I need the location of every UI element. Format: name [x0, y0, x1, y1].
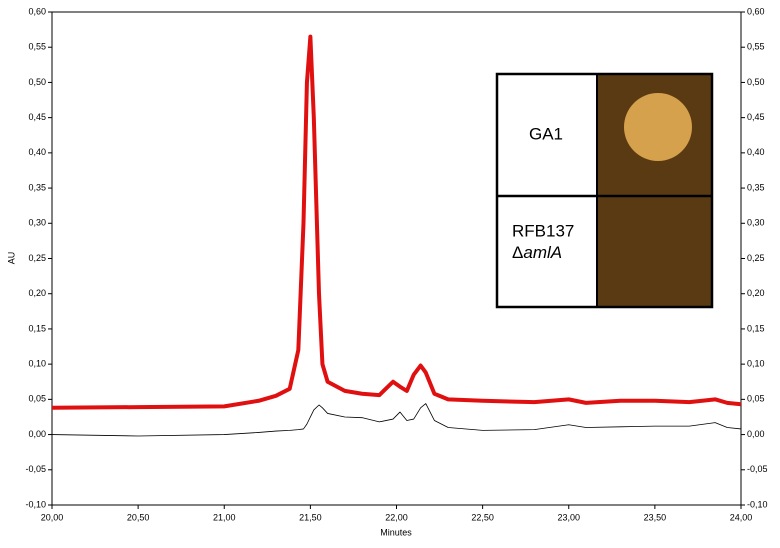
y2-tick-label: 0,55	[747, 42, 765, 52]
y-tick-label: 0,25	[28, 253, 46, 263]
y-tick-label: 0,15	[28, 323, 46, 333]
y-tick-label: 0,35	[28, 182, 46, 192]
series-line	[51, 403, 742, 437]
y2-tick-label: 0,15	[747, 323, 765, 333]
y2-tick-label: 0,40	[747, 147, 765, 157]
y2-tick-label: -0,05	[747, 464, 768, 474]
y-tick-label: -0,10	[25, 499, 46, 509]
x-tick-label: 21,50	[299, 512, 322, 522]
y2-tick-label: 0,50	[747, 77, 765, 87]
y2-tick-label: 0,35	[747, 182, 765, 192]
y-tick-label: 0,55	[28, 42, 46, 52]
y2-tick-label: 0,10	[747, 359, 765, 369]
y2-tick-label: 0,25	[747, 253, 765, 263]
x-tick-label: 21,00	[213, 512, 236, 522]
y2-tick-label: 0,00	[747, 429, 765, 439]
x-tick-label: 23,00	[557, 512, 580, 522]
y-tick-label: 0,60	[28, 6, 46, 16]
y-tick-label: 0,30	[28, 218, 46, 228]
y-tick-label: 0,45	[28, 112, 46, 122]
inset-label: amlA	[523, 243, 562, 262]
x-tick-label: 22,50	[471, 512, 494, 522]
y-axis-label: AU	[6, 252, 16, 265]
inset: GA1 RFB137 ΔamlA	[495, 72, 714, 309]
x-tick-label: 24,00	[730, 512, 753, 522]
x-tick-label: 20,00	[41, 512, 64, 522]
y2-tick-label: 0,45	[747, 112, 765, 122]
y-tick-label: 0,10	[28, 359, 46, 369]
inset-frame	[495, 72, 714, 309]
x-tick-label: 23,50	[644, 512, 667, 522]
y2-tick-label: 0,20	[747, 288, 765, 298]
y-tick-label: 0,50	[28, 77, 46, 87]
y2-tick-label: 0,60	[747, 6, 765, 16]
y-tick-label: -0,05	[25, 464, 46, 474]
y-tick-label: 0,05	[28, 394, 46, 404]
y2-tick-label: 0,30	[747, 218, 765, 228]
y-tick-label: 0,20	[28, 288, 46, 298]
series-line	[51, 34, 742, 410]
x-tick-label: 20,50	[127, 512, 150, 522]
inset-label: Δ	[512, 243, 523, 262]
x-tick-label: 22,00	[385, 512, 408, 522]
inset-label: RFB137	[512, 221, 574, 240]
y2-tick-label: 0,05	[747, 394, 765, 404]
inset-label: GA1	[529, 124, 563, 143]
colony	[624, 93, 692, 161]
x-axis-label: Minutes	[380, 527, 412, 537]
y-tick-label: 0,40	[28, 147, 46, 157]
y2-tick-label: -0,10	[747, 499, 768, 509]
y-tick-label: 0,00	[28, 429, 46, 439]
inset-label: ΔamlA	[512, 243, 562, 262]
